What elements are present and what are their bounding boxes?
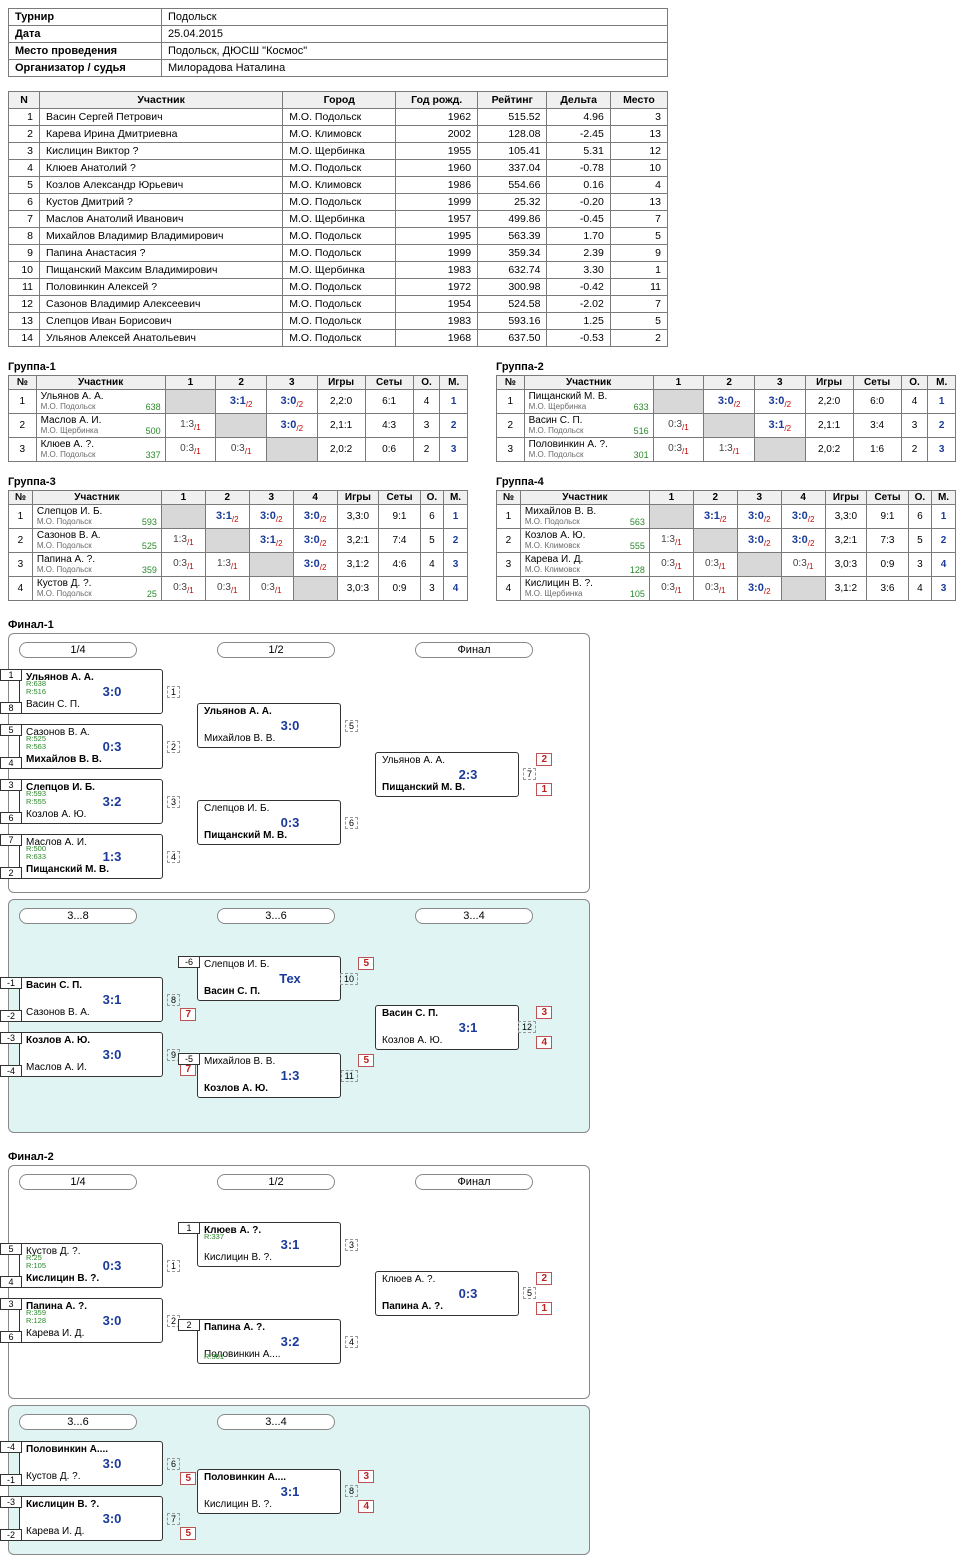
table-row: 4Кислицин В. ?.М.О. Щербинка1050:3/10:3/… [497, 577, 956, 601]
participants-header: Рейтинг [478, 92, 547, 109]
bracket-match: -6Слепцов И. Б.ТехВасин С. П.105 [197, 956, 341, 1001]
round-label: 1/4 [19, 642, 137, 658]
final-title: Финал-1 [8, 619, 968, 631]
round-label: Финал [415, 1174, 533, 1190]
table-row: 7Маслов Анатолий ИвановичМ.О. Щербинка19… [9, 211, 668, 228]
final-block: Финал-2 1/4 1/2 Финал 54R:25R:105Кустов Д. ?… [8, 1151, 968, 1555]
table-row: 11Половинкин Алексей ?М.О. Подольск19723… [9, 279, 668, 296]
round-label: 3...4 [217, 1414, 335, 1430]
table-row: 6Кустов Дмитрий ?М.О. Подольск199925.32-… [9, 194, 668, 211]
table-row: 3Клюев А. ?.М.О. Подольск3370:3/10:3/12,… [9, 438, 468, 462]
table-row: 1Васин Сергей ПетровичМ.О. Подольск19625… [9, 109, 668, 126]
participants-header: Место [610, 92, 667, 109]
round-label: Финал [415, 642, 533, 658]
bracket-match: Клюев А. ?.0:3Папина А. ?.521 [375, 1271, 519, 1316]
group-title: Группа-4 [496, 476, 956, 488]
bracket-match: 54R:25R:105Кустов Д. ?.0:3Кислицин В. ?.… [19, 1243, 163, 1288]
table-row: 10Пищанский Максим ВладимировичМ.О. Щерб… [9, 262, 668, 279]
bracket-match: -5Михайлов В. В.1:3Козлов А. Ю.115 [197, 1053, 341, 1098]
group-table: №Участник1234ИгрыСетыО.М.1Михайлов В. В.… [496, 490, 956, 601]
bracket-match: Ульянов А. А.2:3Пищанский М. В.721 [375, 752, 519, 797]
round-label: 1/4 [19, 1174, 137, 1190]
table-row: 2Козлов А. Ю.М.О. Климовск5551:3/13:0/23… [497, 529, 956, 553]
bracket-match: Слепцов И. Б.0:3Пищанский М. В.6 [197, 800, 341, 845]
group-table: №Участник123ИгрыСетыО.М.1Ульянов А. А.М.… [8, 375, 468, 462]
group-block: Группа-1 №Участник123ИгрыСетыО.М.1Ульянов… [8, 361, 468, 462]
group-title: Группа-3 [8, 476, 468, 488]
info-key: Место проведения [9, 43, 162, 60]
round-label: 3...6 [19, 1414, 137, 1430]
info-key: Турнир [9, 9, 162, 26]
table-row: 3Папина А. ?.М.О. Подольск3590:3/11:3/13… [9, 553, 468, 577]
bracket-match: -3-4Козлов А. Ю.3:0Маслов А. И.97 [19, 1032, 163, 1077]
bracket-consolation: 3...8 3...6 3...4 -1-2Васин С. П.3:1Сазонов… [8, 899, 590, 1133]
participants-header: Город [283, 92, 396, 109]
round-label: 3...8 [19, 908, 137, 924]
table-row: 5Козлов Александр ЮрьевичМ.О. Климовск19… [9, 177, 668, 194]
table-row: 3Кислицин Виктор ?М.О. Щербинка1955105.4… [9, 143, 668, 160]
bracket-match: 18R:638R:516Ульянов А. А.3:0Васин С. П.1 [19, 669, 163, 714]
table-row: 1Слепцов И. Б.М.О. Подольск5933:1/23:0/2… [9, 505, 468, 529]
bracket-main: 1/4 1/2 Финал 18R:638R:516Ульянов А. А.3:0В… [8, 633, 590, 893]
participants-table: NУчастникГородГод рожд.РейтингДельтаМест… [8, 91, 668, 347]
bracket-match: 36R:359R:128Папина А. ?.3:0Карева И. Д.2 [19, 1298, 163, 1343]
table-row: 8Михайлов Владимир ВладимировичМ.О. Подо… [9, 228, 668, 245]
group-title: Группа-1 [8, 361, 468, 373]
table-row: 2Сазонов В. А.М.О. Подольск5251:3/13:1/2… [9, 529, 468, 553]
table-row: 2Маслов А. И.М.О. Щербинка5001:3/13:0/22… [9, 414, 468, 438]
tournament-info-table: ТурнирПодольскДата25.04.2015Место провед… [8, 8, 668, 77]
bracket-match: 72R:500R:633Маслов А. И.1:3Пищанский М. … [19, 834, 163, 879]
round-label: 3...4 [415, 908, 533, 924]
round-label: 1/2 [217, 642, 335, 658]
table-row: 9Папина Анастасия ?М.О. Подольск1999359.… [9, 245, 668, 262]
participants-header: Дельта [547, 92, 610, 109]
info-value: 25.04.2015 [162, 26, 668, 43]
group-block: Группа-2 №Участник123ИгрыСетыО.М.1Пищанск… [496, 361, 956, 462]
final-title: Финал-2 [8, 1151, 968, 1163]
info-value: Милорадова Наталина [162, 60, 668, 77]
info-value: Подольск [162, 9, 668, 26]
bracket-match: Васин С. П.3:1Козлов А. Ю.1234 [375, 1005, 519, 1050]
bracket-match: Ульянов А. А.3:0Михайлов В. В.5 [197, 703, 341, 748]
group-table: №Участник1234ИгрыСетыО.М.1Слепцов И. Б.М… [8, 490, 468, 601]
bracket-match: 2R:301Папина А. ?.3:2Половинкин А....4 [197, 1319, 341, 1364]
table-row: 1Пищанский М. В.М.О. Щербинка6333:0/23:0… [497, 390, 956, 414]
table-row: 2Карева Ирина ДмитриевнаМ.О. Климовск200… [9, 126, 668, 143]
round-label: 3...6 [217, 908, 335, 924]
info-key: Дата [9, 26, 162, 43]
table-row: 3Карева И. Д.М.О. Климовск1280:3/10:3/10… [497, 553, 956, 577]
table-row: 4Клюев Анатолий ?М.О. Подольск1960337.04… [9, 160, 668, 177]
bracket-match: 36R:593R:555Слепцов И. Б.3:2Козлов А. Ю.… [19, 779, 163, 824]
info-key: Организатор / судья [9, 60, 162, 77]
table-row: 3Половинкин А. ?.М.О. Подольск3010:3/11:… [497, 438, 956, 462]
bracket-match: 54R:525R:563Сазонов В. А.0:3Михайлов В. … [19, 724, 163, 769]
participants-header: Участник [40, 92, 283, 109]
bracket-match: -3-2Кислицин В. ?.3:0Карева И. Д.75 [19, 1496, 163, 1541]
participants-header: Год рожд. [396, 92, 478, 109]
group-title: Группа-2 [496, 361, 956, 373]
group-block: Группа-3 №Участник1234ИгрыСетыО.М.1Слепцо… [8, 476, 468, 601]
final-block: Финал-1 1/4 1/2 Финал 18R:638R:516Ульянов А.… [8, 619, 968, 1133]
group-table: №Участник123ИгрыСетыО.М.1Пищанский М. В.… [496, 375, 956, 462]
table-row: 12Сазонов Владимир АлексеевичМ.О. Подоль… [9, 296, 668, 313]
bracket-match: 1R:337Клюев А. ?.3:1Кислицин В. ?.3 [197, 1222, 341, 1267]
table-row: 14Ульянов Алексей АнатольевичМ.О. Подоль… [9, 330, 668, 347]
table-row: 13Слепцов Иван БорисовичМ.О. Подольск198… [9, 313, 668, 330]
table-row: 2Васин С. П.М.О. Подольск5160:3/13:1/22,… [497, 414, 956, 438]
table-row: 4Кустов Д. ?.М.О. Подольск250:3/10:3/10:… [9, 577, 468, 601]
participants-header: N [9, 92, 40, 109]
bracket-match: -4-1Половинкин А....3:0Кустов Д. ?.65 [19, 1441, 163, 1486]
table-row: 1Михайлов В. В.М.О. Подольск5633:1/23:0/… [497, 505, 956, 529]
info-value: Подольск, ДЮСШ "Космос" [162, 43, 668, 60]
bracket-match: -1-2Васин С. П.3:1Сазонов В. А.87 [19, 977, 163, 1022]
bracket-main: 1/4 1/2 Финал 54R:25R:105Кустов Д. ?.0:3Кис… [8, 1165, 590, 1399]
round-label: 1/2 [217, 1174, 335, 1190]
group-block: Группа-4 №Участник1234ИгрыСетыО.М.1Михайл… [496, 476, 956, 601]
table-row: 1Ульянов А. А.М.О. Подольск6383:1/23:0/2… [9, 390, 468, 414]
bracket-consolation: 3...6 3...4 -4-1Половинкин А....3:0Кустов … [8, 1405, 590, 1555]
bracket-match: Половинкин А....3:1Кислицин В. ?.834 [197, 1469, 341, 1514]
